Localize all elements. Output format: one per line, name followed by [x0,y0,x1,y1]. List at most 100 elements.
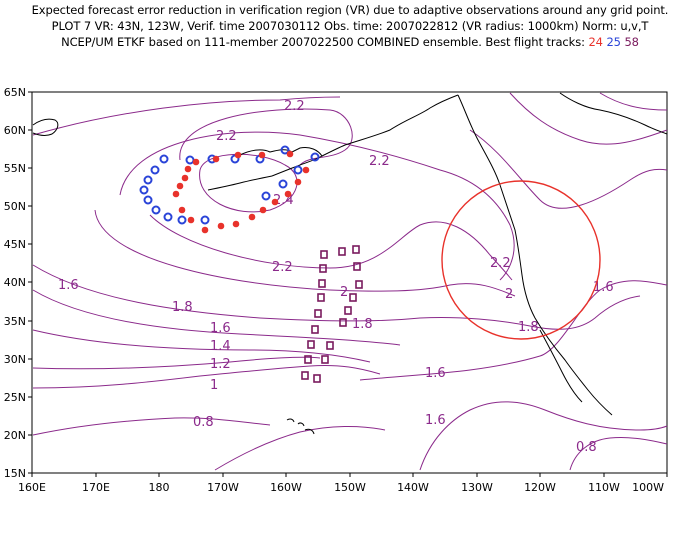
flight-track-24 [172,150,310,234]
contour-label: 2 [505,287,513,302]
contour-1-4 [32,329,371,363]
track-58-point [353,262,361,271]
track-25-point [150,165,160,175]
track-24-point [184,165,192,173]
contour-label: 1 [210,378,218,393]
contour-1-6-south [419,401,668,471]
title-line-3: NCEP/UM ETKF based on 111-member 2007022… [0,34,700,50]
lat-label: 30N [4,353,26,366]
track-24-point [181,174,189,182]
track-25-point [177,215,187,225]
track-24-point [232,220,240,228]
contour-1-6-north [32,289,401,346]
contour-2-2-north [32,96,341,136]
track-58-point [311,325,319,334]
contour-label: 2 [340,285,348,300]
track-24-point [176,182,184,190]
track-24-point [248,213,256,221]
track-58-point [349,293,357,302]
coast-kamchatka [32,118,59,137]
contour-east-3 [599,92,668,111]
coast-hawaii [286,418,315,435]
lat-label: 60N [4,124,26,137]
track-58-point [352,245,360,254]
track-58-point [338,247,346,256]
flight-track-58 [301,245,363,383]
coast-alaska-peninsula [271,155,323,177]
track-58-point [317,293,325,302]
track-24-point [294,178,302,186]
track-25-point [200,215,210,225]
track-58-point [326,341,334,350]
track-25-point [151,205,161,215]
lat-label: 45N [4,238,26,251]
lon-label: 160W [270,481,302,494]
coast-alaska [239,94,459,157]
coast-northeast [559,92,668,135]
contour-1-8 [32,264,641,330]
lat-label: 55N [4,162,26,175]
lat-label: 25N [4,391,26,404]
track-24-point [258,151,266,159]
coast-baja [539,329,583,403]
contour-0-8-east [569,437,668,471]
flight-track-25 [139,145,320,225]
track-25-point [310,152,320,162]
lon-label: 140W [397,481,429,494]
track-58-label: 58 [624,35,639,49]
track-24-point [217,222,225,230]
contour-2-2-main [119,131,515,281]
track-24-point [234,151,242,159]
contour-lines [32,92,668,471]
contour-label: 1.2 [210,357,231,372]
lon-label: 130W [461,481,493,494]
contour-label: 2.2 [272,260,293,275]
track-24-point [187,216,195,224]
track-25-point [280,145,290,155]
lat-label: 20N [4,429,26,442]
track-24-point [284,190,292,198]
lon-label: 120W [524,481,556,494]
track-25-point [278,179,288,189]
contour-label: 1.8 [172,300,193,315]
track-58-point [320,250,328,259]
lon-label: 100W [632,481,664,494]
track-58-point [344,306,352,315]
contour-east-2 [509,92,668,145]
track-25-point [143,175,153,185]
contour-label: 0.8 [193,415,214,430]
track-58-point [318,279,326,288]
track-58-point [339,318,347,327]
contour-2-2-inner [199,153,298,213]
contour-label: 2.2 [216,129,237,144]
latitude-axis: 65N 60N 55N 50N 45N 40N 35N 30N 25N 20N … [4,86,32,480]
lat-label: 50N [4,200,26,213]
track-58-point [355,280,363,289]
contour-1-6-east [359,280,668,381]
track-24-label: 24 [588,35,603,49]
contour-2-0 [94,209,516,297]
track-24-point [212,155,220,163]
track-24-point [271,198,279,206]
track-25-label: 25 [606,35,621,49]
verification-region-circle [441,180,601,340]
contour-2-2-upper [179,108,353,166]
track-24-point [302,166,310,174]
contour-2-2-south [149,214,513,281]
title-line-3-prefix: NCEP/UM ETKF based on 111-member 2007022… [61,35,585,49]
contour-1-2 [32,356,321,370]
track-25-point [139,185,149,195]
lon-label: 110W [588,481,620,494]
track-58-point [301,371,309,380]
track-24-point [286,150,294,158]
lat-label: 35N [4,315,26,328]
contour-label: 1.6 [593,280,614,295]
track-25-point [163,212,173,222]
lat-label: 65N [4,86,26,99]
contour-label: 2.2 [284,99,305,114]
contour-label: 1.6 [425,413,446,428]
track-24-point [192,158,200,166]
coastlines [32,92,668,435]
track-58-point [319,264,327,273]
